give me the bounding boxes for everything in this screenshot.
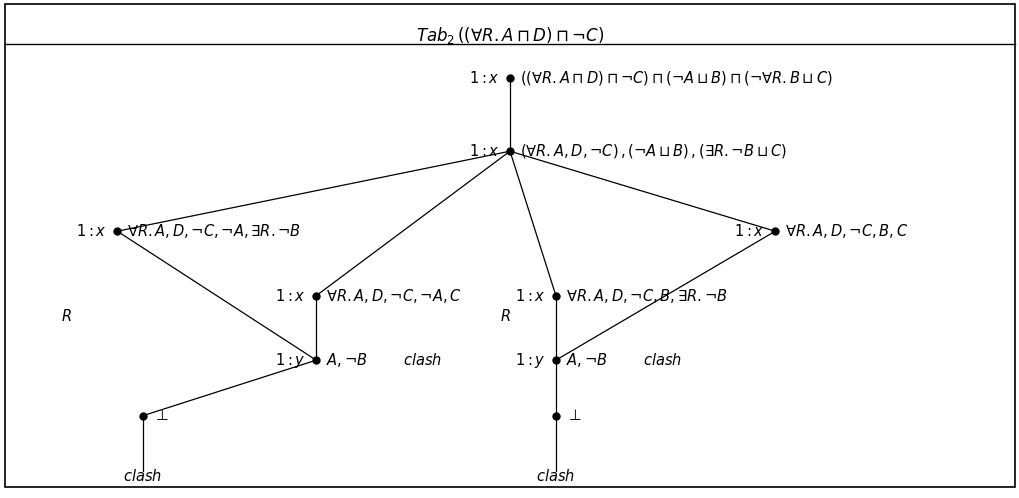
Text: $\forall R.A, D, \neg C, \neg A, \exists R.\neg B$: $\forall R.A, D, \neg C, \neg A, \exists…	[127, 222, 302, 240]
Text: $1 : x$: $1 : x$	[515, 288, 545, 304]
Text: $\forall R.A, D, \neg C, B, C$: $\forall R.A, D, \neg C, B, C$	[785, 222, 908, 240]
Text: $1 : x$: $1 : x$	[469, 143, 499, 159]
Text: $1 : y$: $1 : y$	[275, 351, 306, 370]
Text: $1 : x$: $1 : x$	[469, 70, 499, 86]
Text: $R$: $R$	[499, 308, 510, 324]
Text: $\bot$: $\bot$	[153, 408, 169, 423]
Text: $A, \neg B$: $A, \neg B$	[326, 351, 368, 369]
Text: $1 : x$: $1 : x$	[734, 223, 764, 239]
Text: $\forall R.A, D, \neg C, \neg A, C$: $\forall R.A, D, \neg C, \neg A, C$	[326, 287, 462, 305]
Text: $R$: $R$	[61, 308, 71, 324]
Text: $clash$: $clash$	[642, 352, 681, 368]
Text: $A, \neg B$: $A, \neg B$	[566, 351, 607, 369]
Text: $1 : x$: $1 : x$	[275, 288, 306, 304]
Text: $clash$: $clash$	[123, 468, 162, 484]
Text: $((\forall R.A \sqcap D) \sqcap \neg C) \sqcap (\neg A \sqcup B) \sqcap (\neg\fo: $((\forall R.A \sqcap D) \sqcap \neg C) …	[520, 69, 833, 87]
Text: $1 : x$: $1 : x$	[76, 223, 107, 239]
Text: $clash$: $clash$	[536, 468, 575, 484]
Text: $clash$: $clash$	[403, 352, 441, 368]
Text: $\forall R.A, D, \neg C, B, \exists R.\neg B$: $\forall R.A, D, \neg C, B, \exists R.\n…	[566, 287, 728, 305]
Text: $\bot$: $\bot$	[566, 408, 582, 423]
Text: $1 : y$: $1 : y$	[515, 351, 545, 370]
Text: $\mathit{Tab}_2\,((\forall R.A \sqcap D) \sqcap \neg C)$: $\mathit{Tab}_2\,((\forall R.A \sqcap D)…	[416, 25, 603, 46]
Text: $(\forall R.A, D, \neg C)\,,(\neg A \sqcup B)\,,(\exists R.\neg B \sqcup C)$: $(\forall R.A, D, \neg C)\,,(\neg A \sqc…	[520, 142, 787, 160]
